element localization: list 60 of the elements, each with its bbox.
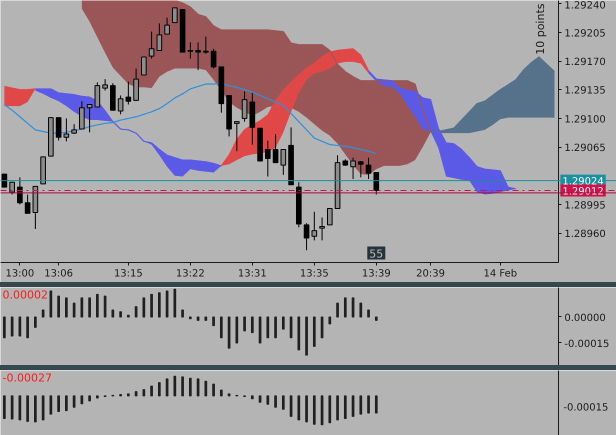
candlestick — [156, 22, 162, 51]
candlestick — [102, 78, 108, 92]
annotation: 55 — [369, 248, 384, 260]
annotation: 10 points — [534, 3, 548, 55]
x-tick-label: 20:39 — [416, 268, 445, 280]
candlestick — [9, 182, 15, 196]
x-tick-label: 13:31 — [238, 268, 267, 280]
candlestick — [358, 160, 364, 178]
ref-line-label: 1.29012 — [562, 186, 604, 198]
candlestick — [366, 157, 372, 180]
annotation: 0.00002 — [2, 288, 48, 302]
y-tick-label: -0.00015 — [564, 338, 610, 350]
candlestick — [311, 211, 318, 241]
candlestick — [195, 42, 201, 71]
candlestick — [210, 48, 216, 69]
candlestick — [164, 17, 170, 35]
line-series — [4, 82, 377, 154]
candlestick — [188, 42, 194, 60]
candlestick — [2, 174, 8, 188]
candlestick — [118, 94, 124, 115]
x-tick-label: 13:35 — [300, 268, 329, 280]
annotation: -0.00027 — [2, 372, 52, 384]
y-tick-label: 1.29170 — [564, 57, 606, 68]
y-tick-label: 1.29135 — [564, 86, 606, 97]
candlestick — [148, 31, 154, 60]
candlestick — [242, 90, 248, 122]
y-tick-label: 1.28960 — [564, 229, 606, 240]
candlestick — [264, 140, 271, 178]
candlestick — [272, 133, 278, 164]
candlestick — [94, 82, 100, 108]
x-tick-label: 14 Feb — [483, 268, 518, 280]
x-tick-label: 13:22 — [176, 268, 205, 280]
candlestick — [56, 117, 62, 142]
candlestick — [304, 222, 310, 251]
ref-line-label: 1.29024 — [562, 176, 604, 188]
y-tick-label: 1.29205 — [564, 28, 606, 40]
candlestick — [319, 216, 325, 241]
candlestick — [79, 100, 85, 130]
candlestick — [234, 121, 240, 152]
candlestick — [350, 157, 356, 180]
y-tick-label: 1.29240 — [564, 0, 606, 12]
y-tick-label: 1.29100 — [564, 114, 606, 126]
candlestick — [373, 172, 380, 196]
candlestick — [280, 149, 286, 176]
x-tick-label: 13:39 — [362, 268, 391, 280]
candlestick — [141, 56, 147, 76]
x-tick-label: 13:06 — [44, 268, 74, 280]
candlestick — [71, 124, 77, 134]
y-tick-label: 0.00000 — [564, 312, 606, 324]
x-tick-label: 13:00 — [5, 268, 34, 280]
candlestick — [172, 7, 178, 24]
candlestick — [24, 194, 30, 214]
candlestick — [326, 208, 333, 226]
y-tick-label: 1.29065 — [564, 143, 606, 154]
candlestick — [86, 104, 92, 133]
candlestick — [133, 68, 139, 101]
candlestick — [64, 118, 70, 142]
candlestick — [126, 81, 132, 105]
y-tick-label: 1.28995 — [564, 200, 606, 212]
x-tick-label: 13:15 — [114, 268, 143, 280]
